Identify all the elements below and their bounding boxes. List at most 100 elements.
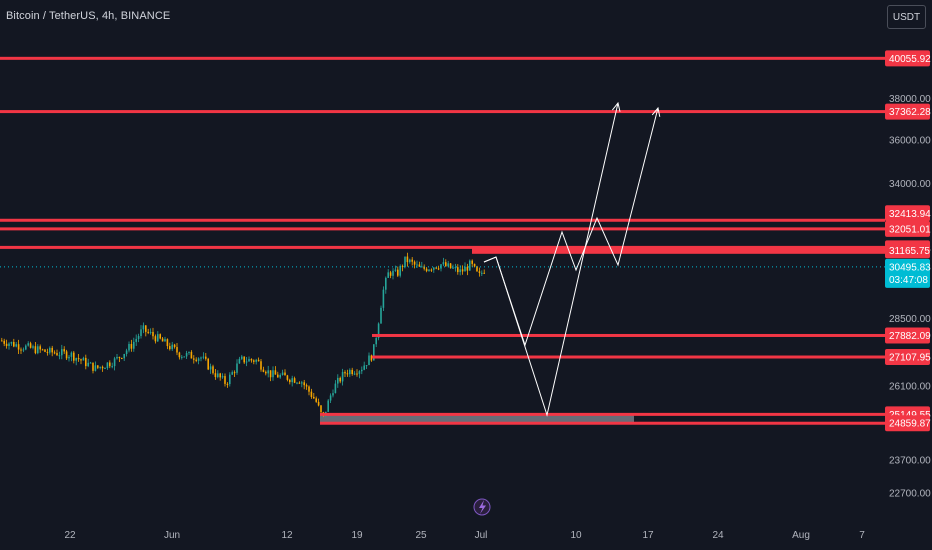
level-price-tag (885, 242, 930, 259)
candles-layer (1, 252, 485, 417)
candle-body (428, 269, 430, 272)
candle-body (269, 370, 272, 378)
price-tick-label: 22700.00 (889, 488, 931, 499)
candle-body (387, 272, 389, 278)
candle-body (1, 340, 3, 342)
candle-body (353, 373, 356, 375)
candle-body (317, 401, 320, 406)
candle-body (70, 352, 73, 357)
candle-body (241, 356, 243, 359)
candle-body (188, 351, 190, 354)
candle-body (392, 270, 394, 276)
candle-body (154, 336, 157, 342)
candle-body (231, 372, 233, 375)
candle-body (164, 339, 166, 342)
candle-body (29, 343, 32, 348)
level-line (320, 412, 885, 416)
candle-body (315, 398, 317, 402)
lightning-icon[interactable] (473, 498, 491, 516)
candle-body (437, 268, 440, 270)
time-tick-label: Jul (475, 530, 488, 541)
candle-body (185, 353, 188, 357)
candle-body (459, 269, 461, 273)
candle-body (229, 374, 231, 385)
price-tick-label: 23700.00 (889, 455, 931, 466)
candle-body (454, 267, 457, 269)
time-tick-label: 22 (64, 530, 76, 541)
candle-body (77, 358, 80, 360)
candle-body (334, 383, 337, 394)
candle-body (478, 271, 481, 273)
candle-body (63, 349, 65, 352)
candle-body (337, 377, 339, 384)
currency-button[interactable]: USDT (887, 5, 926, 29)
candle-body (97, 365, 99, 368)
symbol-title[interactable]: Bitcoin / TetherUS, 4h, BINANCE (6, 10, 171, 22)
candle-body (92, 362, 94, 371)
candle-body (157, 334, 159, 342)
level-price-label: 31165.75 (889, 246, 930, 257)
candle-body (473, 263, 476, 267)
candle-body (430, 269, 433, 271)
candle-body (255, 359, 257, 362)
candle-body (368, 355, 370, 366)
candle-body (58, 355, 61, 357)
candle-body (274, 370, 277, 375)
candle-body (433, 267, 435, 270)
candle-body (401, 265, 404, 267)
time-tick-label: 19 (351, 530, 363, 541)
candle-body (373, 344, 375, 361)
level-line (0, 227, 885, 231)
candle-body (75, 358, 77, 361)
candle-body (27, 343, 29, 346)
candle-body (293, 378, 296, 383)
candle-body (363, 365, 365, 370)
candle-body (56, 353, 58, 356)
current-price-tag (885, 258, 930, 288)
candle-body (161, 338, 164, 342)
candle-body (121, 357, 123, 359)
candle-body (193, 358, 195, 360)
candle-body (284, 372, 286, 376)
candle-body (296, 382, 298, 384)
candle-body (281, 372, 284, 375)
candle-body (289, 379, 291, 383)
candle-body (351, 369, 353, 375)
candle-body (313, 396, 315, 399)
level-price-label: 27107.95 (889, 353, 931, 364)
candle-body (224, 376, 226, 384)
candle-body (320, 405, 322, 413)
level-line (472, 246, 885, 254)
candle-body (442, 262, 445, 265)
candle-body (101, 366, 104, 369)
horizontal-levels-layer (0, 56, 885, 425)
level-price-label: 32051.01 (889, 224, 931, 235)
candle-body (435, 267, 437, 269)
candle-body (413, 261, 416, 265)
candle-body (452, 267, 454, 269)
candle-body (118, 356, 121, 358)
candle-body (253, 360, 255, 362)
candle-body (22, 349, 25, 351)
candle-body (385, 277, 387, 290)
time-tick-label: 10 (570, 530, 582, 541)
price-axis: 38000.00 36000.00 34000.00 28500.00 26100.00… (885, 50, 931, 499)
candle-body (409, 259, 411, 263)
candle-body (406, 256, 409, 263)
candle-body (291, 378, 293, 383)
candle-body (262, 369, 265, 372)
candle-body (89, 362, 92, 364)
projection-path-a (483, 102, 619, 417)
candle-body (94, 365, 97, 371)
candle-body (221, 376, 224, 378)
candle-body (17, 344, 20, 350)
level-price-label: 24859.87 (889, 419, 931, 430)
candle-body (286, 375, 289, 380)
level-line (0, 56, 885, 60)
candle-body (73, 352, 75, 361)
candle-body (358, 371, 361, 374)
time-tick-label: 25 (415, 530, 427, 541)
candle-body (303, 382, 305, 386)
candle-body (418, 264, 421, 267)
